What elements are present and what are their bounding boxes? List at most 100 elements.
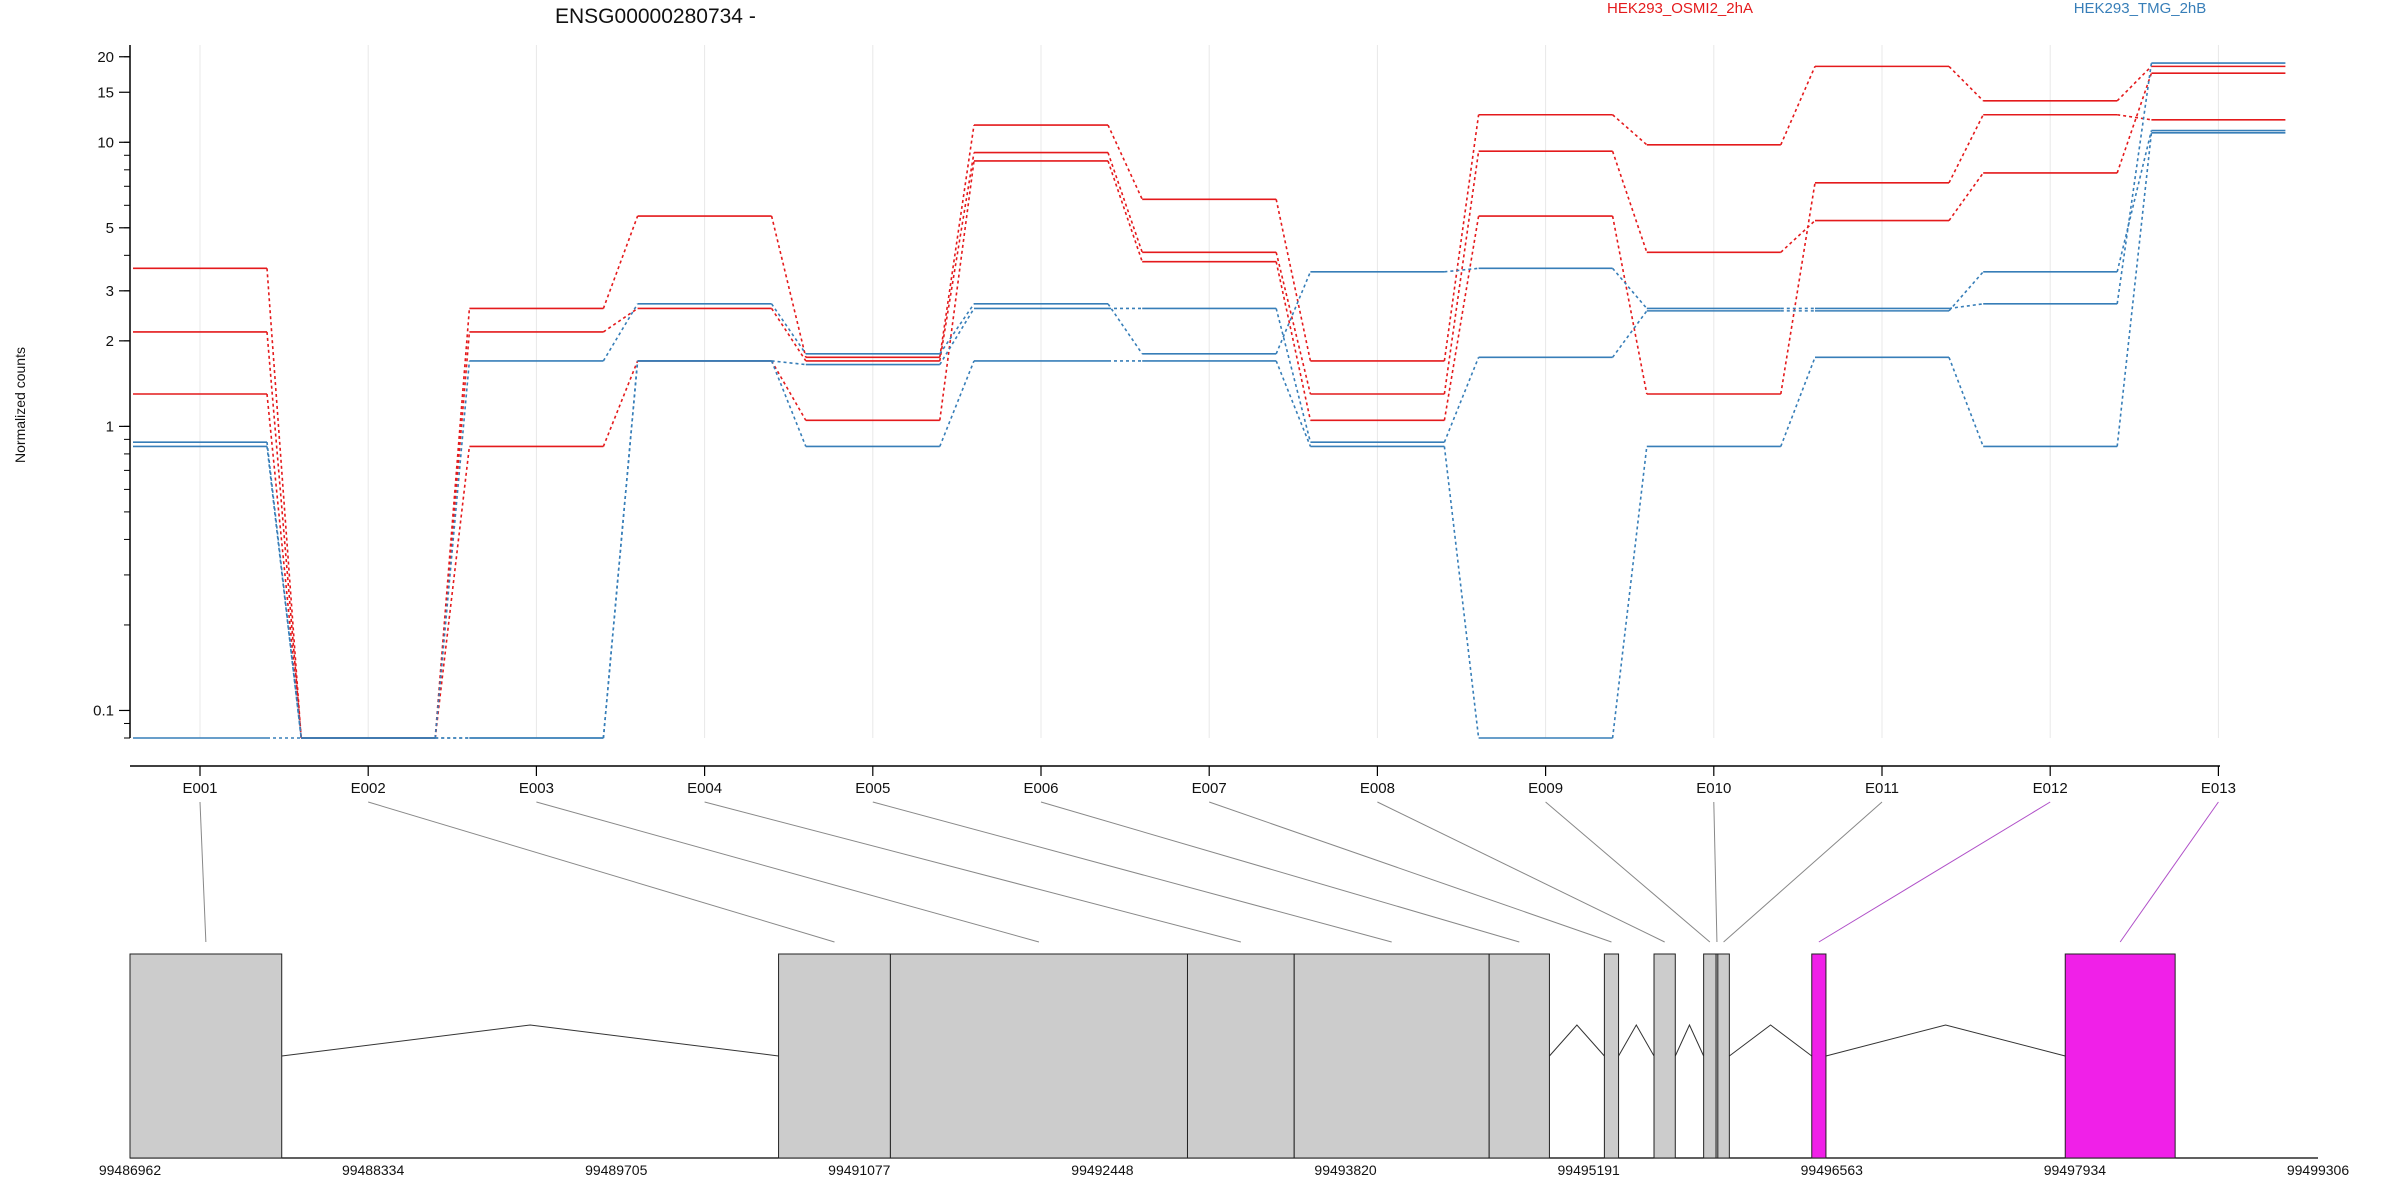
- exon-connector: [1377, 801, 1665, 943]
- y-tick-label: 15: [97, 84, 114, 101]
- x-tick-label: E010: [1696, 780, 1731, 797]
- exon-block: [1703, 953, 1717, 1159]
- series-connector: [770, 308, 807, 362]
- exon-connector: [1209, 801, 1612, 943]
- y-tick-label: 1: [106, 418, 114, 435]
- series-connector: [266, 268, 302, 739]
- series-connector: [1780, 182, 1816, 395]
- series-connector: [1275, 199, 1312, 362]
- series-connector: [1948, 357, 1984, 447]
- series-connector: [266, 446, 302, 739]
- series-connector: [770, 215, 807, 358]
- legend-item-tmg: HEK293_TMG_2hB: [2074, 0, 2207, 17]
- series-connector: [2116, 62, 2153, 304]
- exon-connector: [368, 801, 835, 943]
- series-connector: [1443, 114, 1480, 362]
- x-tick-label: E009: [1528, 780, 1563, 797]
- intron-line: [1618, 1023, 1655, 1057]
- exon-block: [1653, 953, 1676, 1159]
- series-connector: [1780, 357, 1816, 447]
- x-tick-label: E011: [1865, 780, 1899, 797]
- exon-connector: [1818, 801, 2051, 943]
- exon-block: [889, 953, 1188, 1159]
- exon-connector: [199, 801, 207, 943]
- chart-title: ENSG00000280734 -: [555, 5, 756, 28]
- series-connector: [1107, 303, 1143, 355]
- y-tick-label: 2: [106, 333, 114, 350]
- series-connector: [1611, 267, 1648, 310]
- x-tick-label: E002: [351, 780, 386, 797]
- intron-line: [1825, 1024, 2066, 1057]
- series-connector: [2116, 72, 2153, 174]
- exon-connector: [1545, 801, 1711, 943]
- series-connector: [1443, 357, 1480, 443]
- series-connector: [1611, 215, 1648, 395]
- x-tick-label: E003: [519, 780, 554, 797]
- series-connector: [266, 393, 302, 739]
- exon-connectors: [199, 801, 2219, 943]
- exon-block: [129, 953, 283, 1159]
- series-connector: [1948, 172, 1984, 222]
- series-lines: [133, 62, 2286, 739]
- series-connector: [434, 360, 471, 739]
- series-connector: [2116, 65, 2152, 102]
- series-connector: [1611, 310, 1648, 358]
- series-connector: [1443, 151, 1480, 395]
- series-connector: [602, 360, 639, 447]
- series-connector: [1275, 308, 1312, 443]
- coordinate-label: 99492448: [1071, 1162, 1134, 1178]
- exon-block: [1717, 953, 1730, 1159]
- coordinate-label: 99488334: [342, 1162, 405, 1178]
- y-tick-label: 5: [106, 220, 114, 237]
- exon-block: [1603, 953, 1620, 1159]
- series-connector: [602, 303, 639, 362]
- series-connector: [1107, 160, 1143, 262]
- y-axis-label: Normalized counts: [12, 347, 28, 463]
- series-connector: [1948, 271, 1984, 312]
- series-connector: [939, 124, 975, 358]
- coordinate-label: 99499306: [2287, 1162, 2350, 1178]
- series-connector: [939, 160, 975, 421]
- series-connector: [1612, 114, 1648, 146]
- coordinate-label: 99493820: [1314, 1162, 1377, 1178]
- series-connector: [2117, 113, 2152, 121]
- x-tick-label: E008: [1360, 780, 1395, 797]
- series-connector: [602, 360, 639, 739]
- y-tick-label: 3: [106, 283, 114, 300]
- series-connector: [770, 360, 807, 421]
- grid-lines: [199, 45, 2219, 738]
- exon-block: [778, 953, 891, 1159]
- series-connector: [939, 360, 975, 447]
- x-tick-label: E005: [855, 780, 890, 797]
- exon-connector: [872, 801, 1392, 943]
- series-connector: [1780, 220, 1816, 253]
- series-connector: [2116, 132, 2153, 447]
- exon-connector: [704, 801, 1241, 943]
- series-connector: [1107, 152, 1143, 253]
- series-connector: [266, 331, 302, 739]
- series-connector: [939, 303, 975, 355]
- intron-line: [1549, 1024, 1605, 1057]
- series-connector: [434, 308, 471, 739]
- series-connector: [1443, 446, 1480, 739]
- coordinate-label: 99486962: [99, 1162, 162, 1178]
- coordinate-label: 99491077: [828, 1162, 891, 1178]
- coordinate-label: 99496563: [1801, 1162, 1864, 1178]
- exon-connector: [1040, 801, 1520, 943]
- x-tick-label: E012: [2033, 780, 2068, 797]
- x-tick-label: E006: [1023, 780, 1058, 797]
- legend-item-osmi2: HEK293_OSMI2_2hA: [1607, 0, 1753, 17]
- series-connector: [1611, 150, 1648, 253]
- exon-block: [1811, 953, 1827, 1159]
- x-tick-label: E007: [1192, 780, 1227, 797]
- y-tick-label: 0.1: [93, 702, 114, 719]
- exon-connector: [536, 801, 1040, 943]
- exon-connector: [2119, 801, 2219, 943]
- series-connector: [1611, 446, 1648, 739]
- series-connector: [770, 303, 807, 355]
- series-connector: [939, 152, 975, 362]
- series-connector: [602, 307, 639, 333]
- series-connector: [1275, 271, 1312, 355]
- y-tick-label: 20: [97, 49, 114, 66]
- axes: 0.1 1 2 3 5 10 15 20 E001 E002 E003 E004 E005 E006 E00…: [93, 45, 2236, 797]
